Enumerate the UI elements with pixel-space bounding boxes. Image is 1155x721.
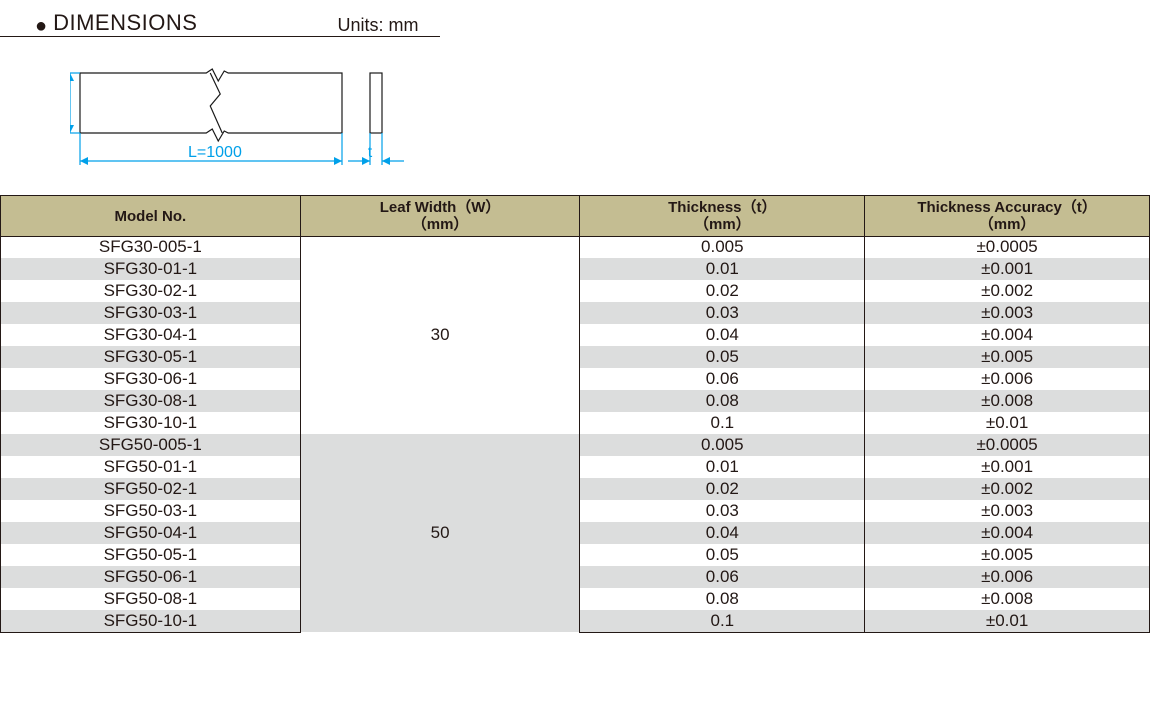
cell-thickness: 0.06 <box>580 368 865 390</box>
cell-thickness: 0.02 <box>580 280 865 302</box>
cell-thickness: 0.01 <box>580 456 865 478</box>
cell-accuracy: ±0.001 <box>865 258 1150 280</box>
cell-thickness: 0.04 <box>580 324 865 346</box>
column-header: Thickness Accuracy（t）（mm） <box>865 196 1150 237</box>
cell-accuracy: ±0.0005 <box>865 236 1150 258</box>
column-header: Model No. <box>1 196 301 237</box>
units-label: Units: mm <box>337 15 418 36</box>
cell-accuracy: ±0.001 <box>865 456 1150 478</box>
cell-thickness: 0.01 <box>580 258 865 280</box>
cell-thickness: 0.03 <box>580 500 865 522</box>
cell-accuracy: ±0.01 <box>865 412 1150 434</box>
cell-thickness: 0.03 <box>580 302 865 324</box>
svg-text:L=1000: L=1000 <box>188 144 242 161</box>
cell-accuracy: ±0.002 <box>865 478 1150 500</box>
cell-thickness: 0.05 <box>580 544 865 566</box>
section-header: ● DIMENSIONS Units: mm <box>0 10 440 37</box>
column-header: Thickness（t）（mm） <box>580 196 865 237</box>
cell-thickness: 0.005 <box>580 434 865 456</box>
cell-model: SFG50-03-1 <box>1 500 301 522</box>
table-row: SFG30-005-1300.005±0.0005 <box>1 236 1150 258</box>
cell-model: SFG50-04-1 <box>1 522 301 544</box>
cell-model: SFG50-10-1 <box>1 610 301 632</box>
cell-model: SFG50-01-1 <box>1 456 301 478</box>
cell-model: SFG50-005-1 <box>1 434 301 456</box>
cell-accuracy: ±0.01 <box>865 610 1150 632</box>
cell-model: SFG30-03-1 <box>1 302 301 324</box>
cell-model: SFG30-06-1 <box>1 368 301 390</box>
cell-thickness: 0.1 <box>580 610 865 632</box>
cell-model: SFG30-10-1 <box>1 412 301 434</box>
cell-thickness: 0.06 <box>580 566 865 588</box>
cell-leaf-width: 50 <box>300 434 580 632</box>
cell-thickness: 0.04 <box>580 522 865 544</box>
cell-model: SFG30-02-1 <box>1 280 301 302</box>
spec-table: Model No.Leaf Width（W）（mm）Thickness（t）（m… <box>0 195 1150 633</box>
cell-thickness: 0.02 <box>580 478 865 500</box>
table-header-row: Model No.Leaf Width（W）（mm）Thickness（t）（m… <box>1 196 1150 237</box>
cell-accuracy: ±0.004 <box>865 522 1150 544</box>
column-header: Leaf Width（W）（mm） <box>300 196 580 237</box>
cell-accuracy: ±0.006 <box>865 566 1150 588</box>
cell-model: SFG50-05-1 <box>1 544 301 566</box>
cell-thickness: 0.08 <box>580 588 865 610</box>
cell-model: SFG50-08-1 <box>1 588 301 610</box>
cell-accuracy: ±0.005 <box>865 544 1150 566</box>
svg-text:t: t <box>368 144 373 161</box>
cell-model: SFG30-04-1 <box>1 324 301 346</box>
cell-model: SFG30-08-1 <box>1 390 301 412</box>
cell-accuracy: ±0.006 <box>865 368 1150 390</box>
cell-accuracy: ±0.008 <box>865 390 1150 412</box>
cell-model: SFG50-06-1 <box>1 566 301 588</box>
cell-thickness: 0.08 <box>580 390 865 412</box>
cell-thickness: 0.1 <box>580 412 865 434</box>
cell-thickness: 0.05 <box>580 346 865 368</box>
bullet-icon: ● <box>35 16 47 36</box>
dimension-diagram: WL=1000t <box>0 37 1155 195</box>
cell-accuracy: ±0.002 <box>865 280 1150 302</box>
cell-model: SFG30-01-1 <box>1 258 301 280</box>
cell-leaf-width: 30 <box>300 236 580 434</box>
cell-model: SFG30-005-1 <box>1 236 301 258</box>
cell-thickness: 0.005 <box>580 236 865 258</box>
table-body: SFG30-005-1300.005±0.0005SFG30-01-10.01±… <box>1 236 1150 632</box>
cell-model: SFG30-05-1 <box>1 346 301 368</box>
table-row: SFG50-005-1500.005±0.0005 <box>1 434 1150 456</box>
cell-accuracy: ±0.003 <box>865 500 1150 522</box>
cell-accuracy: ±0.008 <box>865 588 1150 610</box>
table-header: Model No.Leaf Width（W）（mm）Thickness（t）（m… <box>1 196 1150 237</box>
section-title: DIMENSIONS <box>53 10 197 36</box>
cell-model: SFG50-02-1 <box>1 478 301 500</box>
cell-accuracy: ±0.005 <box>865 346 1150 368</box>
cell-accuracy: ±0.004 <box>865 324 1150 346</box>
cell-accuracy: ±0.003 <box>865 302 1150 324</box>
cell-accuracy: ±0.0005 <box>865 434 1150 456</box>
dimension-svg: WL=1000t <box>70 65 450 175</box>
